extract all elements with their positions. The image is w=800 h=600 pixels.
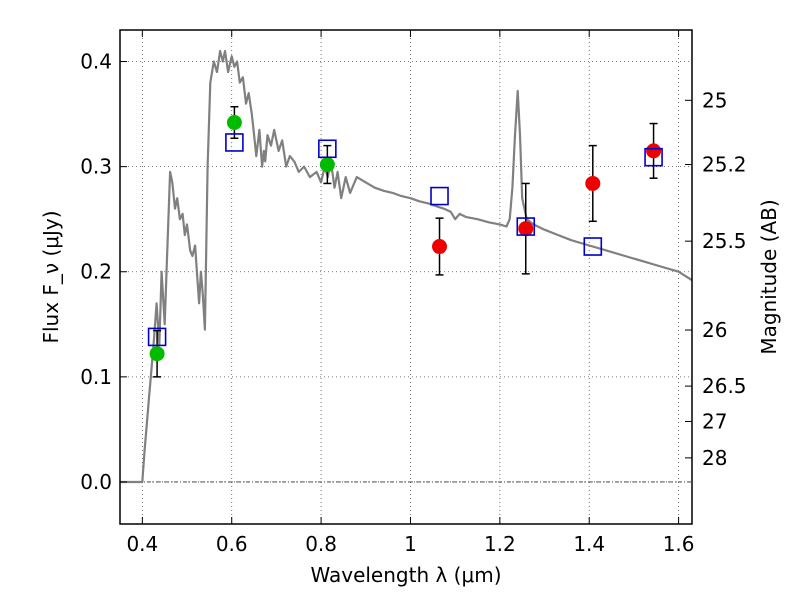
model-point (147, 327, 167, 347)
y-tick-label: 0.1 (80, 365, 112, 389)
data-point (585, 175, 601, 191)
data-point (646, 143, 662, 159)
x-axis-label: Wavelength λ (μm) (310, 563, 501, 587)
grid (120, 30, 692, 524)
y-tick-label: 0.3 (80, 155, 112, 179)
plot-area (120, 49, 693, 484)
y-tick-label: 0.0 (80, 470, 112, 494)
mag-tick-label: 25.2 (702, 153, 747, 177)
mag-tick-label: 25.5 (702, 229, 747, 253)
data-point (518, 221, 534, 237)
x-tick-label: 0.4 (126, 532, 158, 556)
x-tick-label: 1.4 (573, 532, 605, 556)
x-tick-label: 1 (404, 532, 417, 556)
data-point (226, 114, 242, 130)
model-point (516, 217, 536, 236)
y2-axis-label: Magnitude (AB) (757, 199, 781, 354)
mag-tick-label: 25 (702, 88, 727, 112)
model-point (583, 237, 603, 256)
y-tick-label: 0.2 (80, 260, 112, 284)
data-point (149, 346, 165, 362)
model-point (430, 186, 449, 206)
y-axis-label: Flux F_ν (μJy) (39, 210, 63, 343)
mag-tick-label: 26.5 (702, 374, 747, 398)
model-point (644, 147, 663, 167)
x-tick-label: 0.8 (305, 532, 337, 556)
data-point (432, 239, 448, 255)
y-tick-label: 0.4 (80, 50, 112, 74)
model-point (225, 133, 244, 152)
mag-tick-label: 27 (702, 409, 727, 433)
mag-tick-label: 26 (702, 318, 727, 342)
model-point (318, 139, 337, 159)
x-tick-label: 0.6 (216, 532, 248, 556)
data-point (319, 157, 335, 173)
mag-tick-label: 28 (702, 446, 727, 470)
plot-frame (119, 29, 693, 525)
x-tick-label: 1.2 (484, 532, 516, 556)
x-tick-label: 1.6 (663, 532, 695, 556)
ticks: 0.4 0.6 0.8 1 1.2 1.4 1.6 0.0 0.1 0.2 0.3 0.4 25 25.2… (80, 30, 747, 556)
model-spectrum-line (120, 49, 693, 484)
